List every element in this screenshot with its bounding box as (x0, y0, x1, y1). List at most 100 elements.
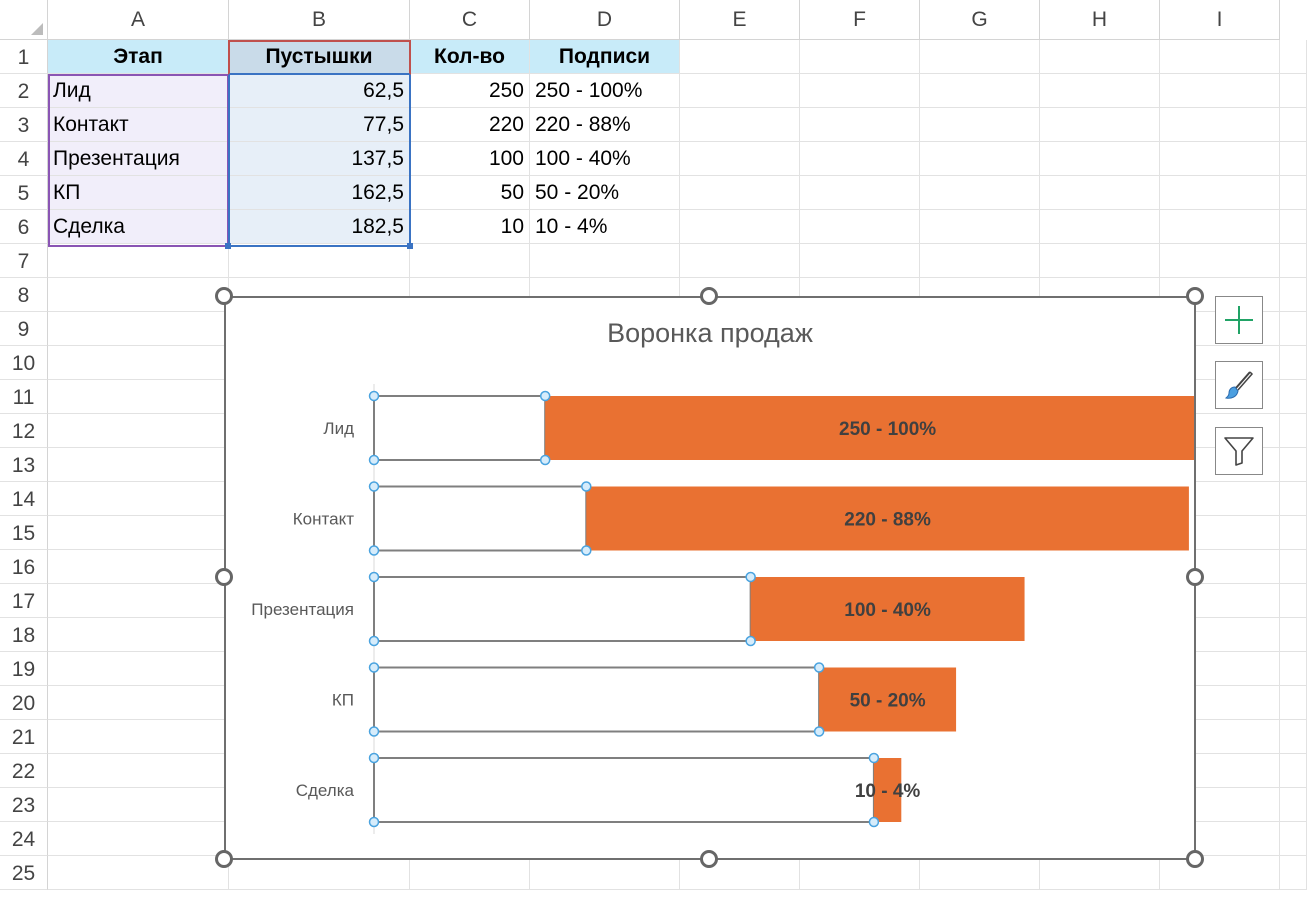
empty-cell[interactable] (1160, 652, 1280, 686)
empty-cell[interactable] (680, 108, 800, 142)
value-bar[interactable] (819, 667, 957, 732)
cell-c2[interactable]: 250 (410, 74, 530, 108)
empty-cell[interactable] (1040, 108, 1160, 142)
empty-cell[interactable] (48, 346, 229, 380)
empty-cell[interactable] (680, 856, 800, 890)
empty-cell[interactable] (1280, 40, 1307, 74)
spacer-bar[interactable] (373, 395, 547, 461)
chart-resize-handle[interactable] (1186, 568, 1204, 586)
spacer-bar[interactable] (373, 757, 875, 823)
empty-cell[interactable] (1160, 210, 1280, 244)
empty-cell[interactable] (1160, 142, 1280, 176)
cell-c4[interactable]: 100 (410, 142, 530, 176)
series-point-handle[interactable] (368, 545, 380, 556)
empty-cell[interactable] (1280, 108, 1307, 142)
empty-cell[interactable] (1160, 312, 1280, 346)
empty-cell[interactable] (48, 448, 229, 482)
row-header-21[interactable]: 21 (0, 720, 48, 754)
series-point-handle[interactable] (368, 816, 380, 828)
empty-cell[interactable] (1280, 652, 1307, 686)
empty-cell[interactable] (920, 176, 1040, 210)
empty-cell[interactable] (920, 108, 1040, 142)
row-header-24[interactable]: 24 (0, 822, 48, 856)
spacer-bar[interactable] (373, 485, 588, 552)
row-header-14[interactable]: 14 (0, 482, 48, 516)
column-header-f[interactable]: F (800, 0, 920, 40)
empty-cell[interactable] (1040, 856, 1160, 890)
column-header-b[interactable]: B (229, 0, 410, 40)
empty-cell[interactable] (48, 788, 229, 822)
series-point-handle[interactable] (539, 390, 551, 402)
column-header-d[interactable]: D (530, 0, 680, 40)
empty-cell[interactable] (48, 720, 229, 754)
chart-styles-button[interactable] (1215, 361, 1263, 409)
empty-cell[interactable] (1280, 720, 1307, 754)
cell-d5[interactable]: 50 - 20% (530, 176, 680, 210)
empty-cell[interactable] (1160, 74, 1280, 108)
empty-cell[interactable] (48, 516, 229, 550)
empty-cell[interactable] (1040, 210, 1160, 244)
empty-cell[interactable] (530, 856, 680, 890)
cell-b6[interactable]: 182,5 (229, 210, 410, 244)
empty-cell[interactable] (1160, 550, 1280, 584)
row-header-16[interactable]: 16 (0, 550, 48, 584)
row-header-11[interactable]: 11 (0, 380, 48, 414)
chart-filters-button[interactable] (1215, 427, 1263, 475)
empty-cell[interactable] (1280, 414, 1307, 448)
empty-cell[interactable] (1160, 40, 1280, 74)
spacer-bar[interactable] (373, 576, 752, 642)
series-point-handle[interactable] (368, 635, 380, 647)
value-bar[interactable] (586, 486, 1189, 551)
series-point-handle[interactable] (368, 481, 380, 492)
empty-cell[interactable] (48, 550, 229, 584)
empty-cell[interactable] (1160, 754, 1280, 788)
empty-cell[interactable] (1280, 822, 1307, 856)
empty-cell[interactable] (1160, 686, 1280, 720)
empty-cell[interactable] (229, 856, 410, 890)
chart-resize-handle[interactable] (215, 850, 233, 868)
value-bar[interactable] (750, 577, 1025, 641)
empty-cell[interactable] (1040, 142, 1160, 176)
data-label[interactable]: 100 - 40% (844, 600, 931, 621)
row-header-17[interactable]: 17 (0, 584, 48, 618)
value-bar[interactable] (545, 396, 1194, 460)
empty-cell[interactable] (800, 210, 920, 244)
cell-d1[interactable]: Подписи (530, 40, 680, 74)
range-resize-handle[interactable] (225, 243, 231, 249)
empty-cell[interactable] (530, 244, 680, 278)
row-header-22[interactable]: 22 (0, 754, 48, 788)
empty-cell[interactable] (1160, 176, 1280, 210)
chart-resize-handle[interactable] (700, 850, 718, 868)
empty-cell[interactable] (1280, 856, 1307, 890)
empty-cell[interactable] (48, 822, 229, 856)
empty-cell[interactable] (1280, 380, 1307, 414)
chart-resize-handle[interactable] (1186, 287, 1204, 305)
empty-cell[interactable] (48, 312, 229, 346)
cell-c6[interactable]: 10 (410, 210, 530, 244)
row-header-4[interactable]: 4 (0, 142, 48, 176)
empty-cell[interactable] (1160, 244, 1280, 278)
cell-b5[interactable]: 162,5 (229, 176, 410, 210)
chart-elements-button[interactable] (1215, 296, 1263, 344)
empty-cell[interactable] (920, 856, 1040, 890)
empty-cell[interactable] (1280, 754, 1307, 788)
chart-title[interactable]: Воронка продаж (607, 318, 813, 348)
column-header-g[interactable]: G (920, 0, 1040, 40)
row-header-8[interactable]: 8 (0, 278, 48, 312)
series-point-handle[interactable] (745, 635, 756, 647)
series-point-handle[interactable] (539, 454, 551, 466)
row-header-19[interactable]: 19 (0, 652, 48, 686)
empty-cell[interactable] (680, 244, 800, 278)
empty-cell[interactable] (48, 618, 229, 652)
empty-cell[interactable] (800, 856, 920, 890)
cell-c1[interactable]: Кол-во (410, 40, 530, 74)
empty-cell[interactable] (229, 244, 410, 278)
empty-cell[interactable] (48, 244, 229, 278)
empty-cell[interactable] (1160, 720, 1280, 754)
cell-a1[interactable]: Этап (48, 40, 229, 74)
empty-cell[interactable] (1160, 516, 1280, 550)
empty-cell[interactable] (680, 74, 800, 108)
chart-resize-handle[interactable] (215, 568, 233, 586)
empty-cell[interactable] (920, 142, 1040, 176)
empty-cell[interactable] (1040, 176, 1160, 210)
